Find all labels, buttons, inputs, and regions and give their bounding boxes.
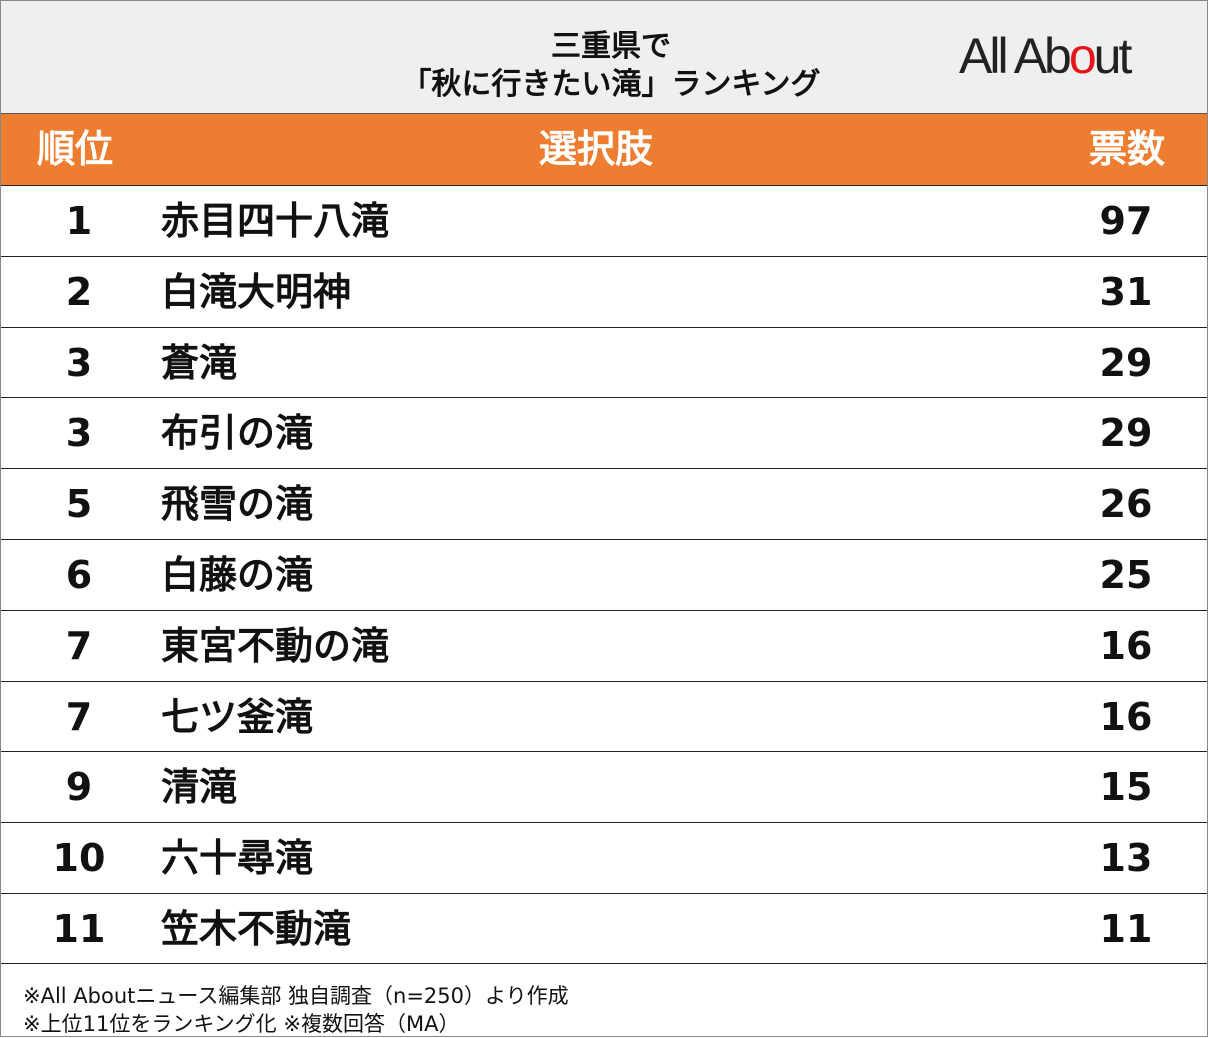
rank: 10: [52, 836, 106, 881]
votes: 16: [1099, 694, 1153, 739]
column-header: 順位 選択肢 票数: [1, 114, 1207, 185]
rank: 3: [65, 411, 93, 456]
table-row: 11 笠木不動滝 11: [1, 893, 1207, 964]
title-line: 「秋に行きたい滝」ランキング: [401, 67, 821, 102]
votes: 97: [1099, 199, 1153, 243]
votes: 11: [1099, 907, 1153, 951]
footnote: ※上位11位をランキング化 ※複数回答（MA）: [23, 1012, 460, 1036]
rank: 5: [65, 482, 93, 527]
votes: 29: [1099, 340, 1153, 385]
votes: 13: [1099, 836, 1153, 881]
votes: 25: [1099, 553, 1153, 597]
title-line: 三重県で: [551, 29, 671, 64]
rank: 2: [65, 269, 93, 314]
waterfall-name: 白滝大明神: [161, 269, 352, 314]
waterfall-name: 笠木不動滝: [161, 907, 352, 951]
rank: 3: [65, 340, 93, 385]
table-row: 1 赤目四十八滝 97: [1, 185, 1207, 256]
table-row: 3 蒼滝 29: [1, 326, 1207, 398]
table-row: 6 白藤の滝 25: [1, 539, 1207, 610]
rank: 1: [65, 199, 93, 243]
waterfall-name: 六十尋滝: [161, 836, 314, 881]
logo-dot: o: [1068, 28, 1097, 84]
table-row: 2 白滝大明神 31: [1, 255, 1207, 327]
votes: 31: [1099, 269, 1153, 314]
rank: 7: [65, 694, 93, 739]
table-row: 9 清滝 15: [1, 751, 1207, 822]
header: 三重県で 「秋に行きたい滝」ランキング All About: [1, 1, 1207, 114]
table-row: 7 七ツ釜滝 16: [1, 680, 1207, 752]
logo: All About: [959, 28, 1132, 84]
footer: ※All Aboutニュース編集部 独自調査（n=250）より作成 ※上位11位を…: [1, 963, 1207, 1037]
waterfall-name: 布引の滝: [161, 411, 314, 456]
table-row: 7 東宮不動の滝 16: [1, 609, 1207, 681]
rank: 9: [65, 765, 93, 810]
waterfall-name: 東宮不動の滝: [161, 623, 390, 668]
rank: 7: [65, 623, 93, 668]
rank: 6: [65, 553, 93, 597]
votes: 15: [1099, 765, 1153, 810]
votes: 26: [1099, 482, 1153, 527]
column-title: 選択肢: [539, 127, 654, 171]
waterfall-name: 白藤の滝: [161, 553, 314, 597]
rank: 11: [52, 907, 106, 951]
waterfall-name: 赤目四十八滝: [161, 199, 390, 243]
table-row: 10 六十尋滝 13: [1, 822, 1207, 893]
column-title: 順位: [37, 127, 114, 171]
votes: 16: [1099, 623, 1153, 668]
waterfall-name: 飛雪の滝: [161, 482, 314, 527]
waterfall-name: 蒼滝: [161, 340, 238, 385]
column-title: 票数: [1089, 127, 1166, 171]
waterfall-name: 清滝: [161, 765, 238, 810]
waterfall-name: 七ツ釜滝: [161, 694, 314, 739]
footnote: ※All Aboutニュース編集部 独自調査（n=250）より作成: [23, 984, 569, 1008]
table-row: 3 布引の滝 29: [1, 397, 1207, 468]
table-row: 5 飛雪の滝 26: [1, 468, 1207, 539]
votes: 29: [1099, 411, 1153, 456]
